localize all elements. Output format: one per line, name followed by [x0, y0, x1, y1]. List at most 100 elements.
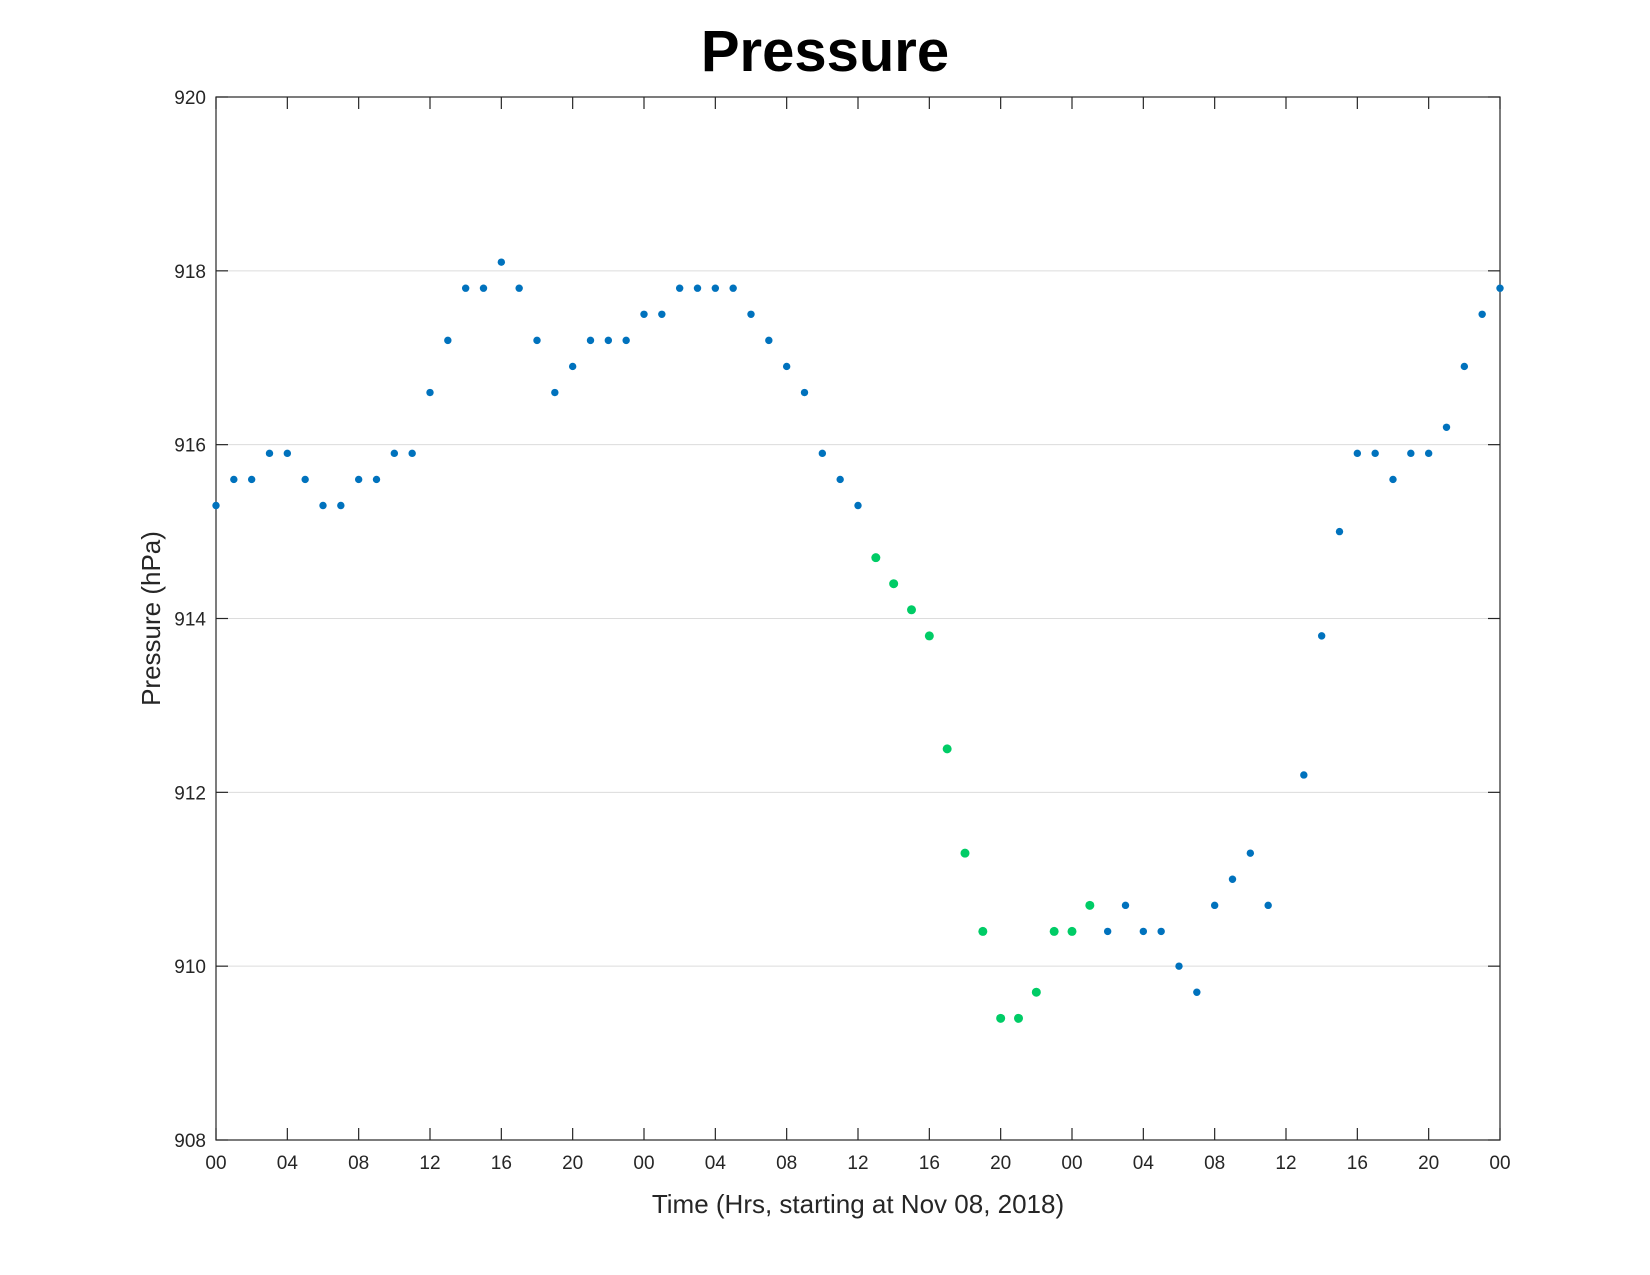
- data-point: [1210, 901, 1219, 910]
- data-point: [319, 501, 327, 510]
- data-point: [942, 744, 952, 754]
- x-tick-label: 00: [205, 1153, 226, 1174]
- data-point: [871, 553, 881, 563]
- data-point: [1353, 449, 1362, 458]
- data-point: [1317, 632, 1326, 640]
- data-point: [354, 475, 363, 484]
- x-tick-label: 12: [847, 1153, 868, 1174]
- x-tick-label: 20: [990, 1153, 1011, 1174]
- x-tick-label: 00: [633, 1153, 654, 1174]
- data-point: [408, 449, 416, 458]
- x-tick-label: 00: [1489, 1153, 1510, 1174]
- data-point: [622, 336, 630, 345]
- data-point: [337, 501, 345, 510]
- data-point: [658, 310, 666, 318]
- data-point: [729, 284, 737, 292]
- data-point: [1103, 927, 1112, 936]
- data-point: [1389, 475, 1397, 484]
- y-tick-label: 912: [174, 783, 206, 804]
- data-point: [586, 336, 595, 345]
- data-point: [1300, 771, 1308, 779]
- data-point: [889, 579, 899, 589]
- data-point: [461, 284, 470, 292]
- data-point: [1424, 449, 1433, 458]
- data-point: [907, 605, 916, 615]
- data-point: [924, 631, 934, 641]
- x-tick-label: 04: [705, 1153, 727, 1174]
- x-tick-label: 20: [1418, 1153, 1439, 1174]
- grid-lines: [216, 270, 1500, 967]
- x-axis-label: Time (Hrs, starting at Nov 08, 2018): [652, 1189, 1064, 1219]
- y-tick-label: 908: [174, 1131, 206, 1152]
- y-tick-label: 910: [174, 957, 206, 978]
- x-tick-label: 16: [919, 1153, 940, 1174]
- data-point: [1335, 527, 1344, 536]
- data-point: [1049, 926, 1059, 936]
- data-point: [978, 926, 988, 936]
- data-point: [1085, 900, 1095, 910]
- data-point: [479, 284, 488, 292]
- data-point: [230, 475, 238, 484]
- data-point: [497, 258, 506, 266]
- data-point: [1264, 901, 1272, 910]
- chart-title: Pressure: [700, 19, 950, 84]
- data-point: [1157, 927, 1165, 936]
- data-point: [1371, 449, 1379, 458]
- data-point: [996, 1013, 1006, 1023]
- data-point: [711, 284, 720, 292]
- data-point: [960, 848, 970, 858]
- data-point: [693, 284, 702, 292]
- data-points: [212, 258, 1504, 1023]
- data-point: [1478, 310, 1486, 318]
- y-tick-label: 914: [174, 610, 206, 631]
- data-point: [515, 284, 523, 292]
- data-point: [390, 449, 399, 458]
- data-point: [426, 388, 434, 397]
- data-point: [765, 336, 773, 345]
- data-point: [551, 388, 559, 397]
- data-point: [854, 501, 862, 510]
- x-tick-label: 04: [277, 1153, 299, 1174]
- data-point: [1121, 901, 1130, 910]
- data-point: [782, 362, 791, 371]
- data-point: [800, 388, 809, 397]
- data-point: [1175, 962, 1183, 970]
- axis-ticks: 908 910 912 914 916 918 920 00 04 08 12 16 20 00 04 08 1…: [174, 88, 1510, 1174]
- data-point: [1067, 926, 1077, 936]
- y-axis-label: Pressure (hPa): [136, 531, 166, 706]
- data-point: [1496, 284, 1504, 292]
- data-point: [301, 475, 309, 484]
- data-point: [818, 449, 827, 458]
- x-tick-label: 12: [419, 1153, 440, 1174]
- data-point: [1460, 362, 1469, 371]
- data-point: [836, 475, 844, 484]
- x-tick-label: 12: [1275, 1153, 1296, 1174]
- data-point: [675, 284, 684, 292]
- y-tick-label: 916: [174, 436, 206, 457]
- data-point: [1193, 988, 1201, 996]
- y-tick-label: 918: [174, 262, 206, 283]
- data-point: [265, 449, 274, 458]
- data-point: [1228, 875, 1237, 883]
- x-tick-label: 16: [491, 1153, 512, 1174]
- x-tick-label: 04: [1133, 1153, 1155, 1174]
- y-tick-label: 920: [174, 88, 206, 109]
- x-tick-label: 08: [776, 1153, 797, 1174]
- data-point: [1031, 987, 1041, 997]
- x-tick-label: 08: [348, 1153, 369, 1174]
- data-point: [604, 336, 613, 345]
- data-point: [640, 310, 648, 318]
- x-tick-label: 00: [1061, 1153, 1082, 1174]
- x-tick-label: 20: [562, 1153, 583, 1174]
- data-point: [1407, 449, 1415, 458]
- data-point: [247, 475, 256, 484]
- data-point: [444, 336, 452, 345]
- data-point: [1139, 927, 1148, 936]
- data-point: [372, 475, 381, 484]
- data-point: [1014, 1013, 1023, 1023]
- x-tick-label: 16: [1347, 1153, 1368, 1174]
- x-tick-label: 08: [1204, 1153, 1225, 1174]
- data-point: [283, 449, 292, 458]
- data-point: [212, 501, 220, 510]
